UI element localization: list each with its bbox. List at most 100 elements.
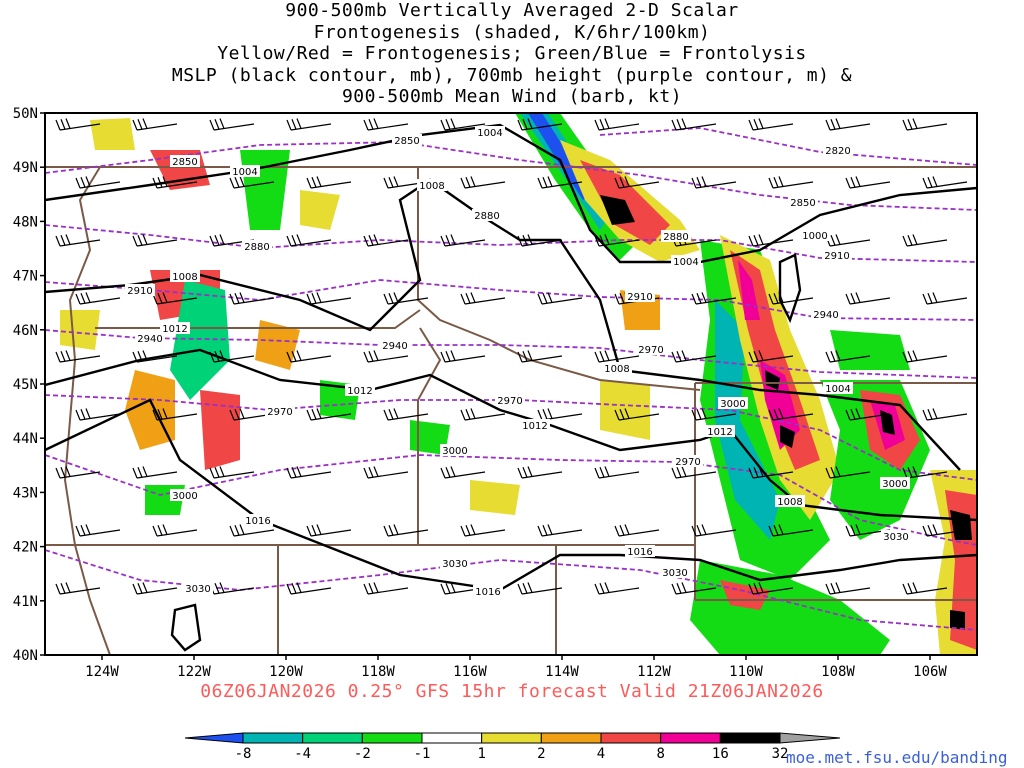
svg-text:2880: 2880 (663, 232, 688, 243)
wind-barb (440, 118, 486, 131)
credit-link[interactable]: moe.met.fsu.edu/banding (786, 748, 1008, 767)
wind-barb (209, 582, 255, 595)
wind-barb (306, 408, 352, 421)
wind-barb (902, 234, 948, 247)
svg-text:1012: 1012 (347, 386, 372, 397)
height-contour-label: 2910 (822, 249, 852, 262)
wind-barbs (55, 118, 968, 595)
wind-barb (537, 176, 583, 189)
frontogenesis-far-se-max2 (950, 610, 965, 630)
wind-barb (537, 292, 583, 305)
mslp-1008 (45, 178, 961, 471)
coastline (63, 166, 111, 655)
colorbar-swatch (540, 732, 602, 744)
title-line-3: Yellow/Red = Frontogenesis; Green/Blue =… (217, 43, 807, 64)
height-contour-label: 2850 (788, 196, 818, 209)
wind-barb (902, 350, 948, 363)
wind-barb (768, 292, 814, 305)
height-contour-label: 2970 (265, 405, 295, 418)
svg-text:1004: 1004 (232, 167, 257, 178)
height-contour-label: 3000 (718, 397, 748, 410)
height-contour-label: 3030 (440, 557, 470, 570)
wind-barb (286, 234, 332, 247)
wind-barb (922, 524, 968, 537)
wind-barb (671, 350, 717, 363)
height-contour-label: 2850 (170, 155, 200, 168)
wind-barb (845, 408, 891, 421)
lon-label: 116W (453, 664, 487, 680)
wind-barb (363, 582, 409, 595)
mslp-contour-label: 1008 (170, 270, 200, 283)
frontogenesis-se-max (880, 410, 895, 435)
height-contour-label: 3000 (880, 477, 910, 490)
wind-barb (902, 466, 948, 479)
wind-barb (229, 176, 275, 189)
wind-barb (825, 466, 871, 479)
wind-barb (614, 524, 660, 537)
mslp-contour-label: 1016 (473, 585, 503, 598)
height-2970 (45, 394, 977, 481)
mslp-contour-label: 1008 (602, 362, 632, 375)
wind-barb (152, 524, 198, 537)
frontolysis-w16 (830, 330, 910, 370)
wind-barb (748, 234, 794, 247)
frontogenesis-east-hi (738, 260, 760, 320)
svg-text:2940: 2940 (137, 334, 162, 345)
wind-barb (363, 118, 409, 131)
wind-barb (55, 234, 101, 247)
wind-barb (75, 524, 121, 537)
mslp-ring-sw (170, 603, 202, 652)
svg-text:1000: 1000 (802, 231, 827, 242)
wind-barb (229, 292, 275, 305)
svg-text:2850: 2850 (172, 157, 197, 168)
colorbar-label: -8 (235, 746, 252, 762)
wind-barb (594, 582, 640, 595)
wind-barb (594, 118, 640, 131)
wind-barb (825, 234, 871, 247)
wind-barb (922, 408, 968, 421)
height-contour-label: 2910 (625, 290, 655, 303)
wind-barb (517, 466, 563, 479)
svg-text:2970: 2970 (675, 457, 700, 468)
svg-text:2850: 2850 (790, 198, 815, 209)
colorbar-swatch (242, 732, 304, 744)
svg-text:2820: 2820 (825, 146, 850, 157)
wind-barb (748, 466, 794, 479)
mslp-contour-label: 1004 (823, 382, 853, 395)
frontogenesis-w9 (60, 310, 100, 350)
wind-barb (383, 292, 429, 305)
svg-text:1016: 1016 (475, 587, 500, 598)
wind-barb (517, 234, 563, 247)
forecast-footer: 06Z06JAN2026 0.25° GFS 15hr forecast Val… (200, 681, 824, 702)
frontogenesis-s (720, 580, 770, 610)
wind-barb (594, 234, 640, 247)
wind-barb (306, 176, 352, 189)
svg-text:2910: 2910 (824, 251, 849, 262)
wind-barb (306, 292, 352, 305)
colorbar-swatch (361, 732, 423, 744)
wind-barb (286, 350, 332, 363)
frontogenesis-w15 (470, 480, 520, 515)
lat-label: 42N (13, 540, 38, 556)
wind-barb (825, 582, 871, 595)
colorbar-label: -2 (354, 746, 371, 762)
wind-barb (671, 582, 717, 595)
lat-label: 46N (13, 323, 38, 339)
height-contour-label: 2850 (392, 134, 422, 147)
height-contour-label: 2940 (135, 332, 165, 345)
wind-barb (55, 350, 101, 363)
colorbar-label: -1 (414, 746, 431, 762)
colorbar-label: -4 (294, 746, 311, 762)
wind-barb (691, 408, 737, 421)
wind-barb (594, 466, 640, 479)
wind-barb (922, 292, 968, 305)
svg-text:1008: 1008 (604, 364, 629, 375)
wind-barb (614, 176, 660, 189)
map-layers: 1004 1004 1008 1008 1012 1012 1008 1012 1016 1016… (45, 113, 977, 655)
wind-barb (671, 118, 717, 131)
lat-label: 50N (13, 106, 38, 122)
height-contour-label: 2880 (472, 209, 502, 222)
wind-barb (748, 582, 794, 595)
wind-barb (748, 350, 794, 363)
wind-barb (152, 292, 198, 305)
